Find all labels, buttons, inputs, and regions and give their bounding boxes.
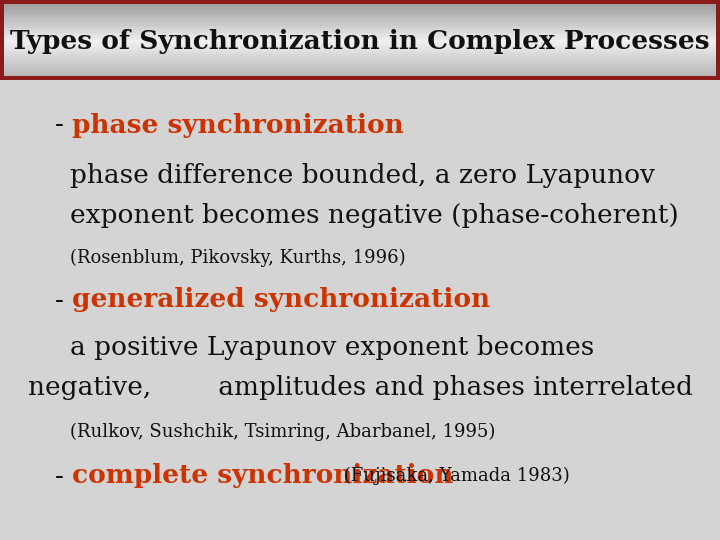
- FancyBboxPatch shape: [0, 0, 720, 80]
- FancyBboxPatch shape: [4, 73, 716, 76]
- Text: negative,        amplitudes and phases interrelated: negative, amplitudes and phases interrel…: [28, 375, 693, 401]
- FancyBboxPatch shape: [4, 6, 716, 9]
- FancyBboxPatch shape: [4, 25, 716, 28]
- FancyBboxPatch shape: [4, 16, 716, 18]
- Text: (Fujisaka, Yamada 1983): (Fujisaka, Yamada 1983): [338, 467, 570, 485]
- FancyBboxPatch shape: [4, 50, 716, 52]
- FancyBboxPatch shape: [4, 21, 716, 23]
- Text: -: -: [55, 463, 72, 489]
- FancyBboxPatch shape: [4, 47, 716, 50]
- FancyBboxPatch shape: [4, 9, 716, 11]
- FancyBboxPatch shape: [4, 66, 716, 69]
- FancyBboxPatch shape: [4, 18, 716, 21]
- FancyBboxPatch shape: [4, 62, 716, 64]
- Text: complete synchronization: complete synchronization: [72, 463, 454, 489]
- FancyBboxPatch shape: [4, 4, 716, 6]
- FancyBboxPatch shape: [4, 43, 716, 45]
- FancyBboxPatch shape: [4, 45, 716, 47]
- FancyBboxPatch shape: [4, 4, 716, 76]
- FancyBboxPatch shape: [4, 64, 716, 66]
- FancyBboxPatch shape: [4, 55, 716, 57]
- FancyBboxPatch shape: [4, 59, 716, 62]
- Text: generalized synchronization: generalized synchronization: [72, 287, 490, 313]
- FancyBboxPatch shape: [4, 14, 716, 16]
- FancyBboxPatch shape: [4, 57, 716, 59]
- FancyBboxPatch shape: [4, 71, 716, 73]
- FancyBboxPatch shape: [4, 30, 716, 33]
- Text: exponent becomes negative (phase-coherent): exponent becomes negative (phase-coheren…: [70, 202, 679, 227]
- Text: -: -: [55, 112, 72, 138]
- FancyBboxPatch shape: [4, 69, 716, 71]
- FancyBboxPatch shape: [4, 23, 716, 25]
- FancyBboxPatch shape: [4, 52, 716, 55]
- FancyBboxPatch shape: [4, 11, 716, 14]
- Text: (Rosenblum, Pikovsky, Kurths, 1996): (Rosenblum, Pikovsky, Kurths, 1996): [70, 249, 405, 267]
- FancyBboxPatch shape: [4, 38, 716, 40]
- FancyBboxPatch shape: [4, 33, 716, 35]
- FancyBboxPatch shape: [0, 80, 720, 540]
- Text: -: -: [55, 287, 72, 313]
- FancyBboxPatch shape: [4, 28, 716, 30]
- Text: phase synchronization: phase synchronization: [72, 112, 404, 138]
- Text: Types of Synchronization in Complex Processes: Types of Synchronization in Complex Proc…: [10, 30, 710, 55]
- Text: (Rulkov, Sushchik, Tsimring, Abarbanel, 1995): (Rulkov, Sushchik, Tsimring, Abarbanel, …: [70, 423, 495, 441]
- Text: a positive Lyapunov exponent becomes: a positive Lyapunov exponent becomes: [70, 335, 594, 361]
- FancyBboxPatch shape: [4, 40, 716, 43]
- Text: phase difference bounded, a zero Lyapunov: phase difference bounded, a zero Lyapuno…: [70, 163, 655, 187]
- FancyBboxPatch shape: [4, 35, 716, 38]
